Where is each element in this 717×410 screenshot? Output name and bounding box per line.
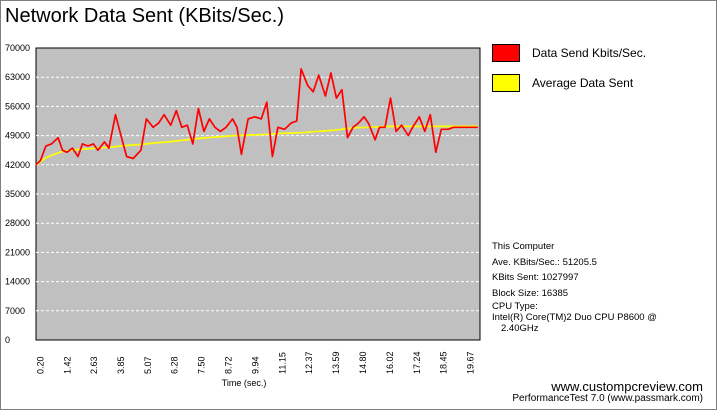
x-tick-label: 1.42 [62, 356, 72, 374]
x-tick-label: 14.80 [358, 351, 368, 374]
y-tick-label: 56000 [5, 101, 30, 111]
x-tick-label: 2.63 [89, 356, 99, 374]
y-tick-label: 42000 [5, 160, 30, 170]
legend-label-data-send: Data Send Kbits/Sec. [532, 46, 647, 60]
info-computer: This Computer [492, 241, 555, 252]
x-tick-label: 19.67 [466, 351, 476, 374]
x-tick-label: 6.28 [170, 356, 180, 374]
legend-swatch-yellow [492, 74, 520, 92]
info-cpu-name: Intel(R) Core(TM)2 Duo CPU P8600 @ [492, 312, 657, 323]
legend-label-average: Average Data Sent [532, 76, 634, 90]
x-tick-label: 0.20 [35, 356, 45, 374]
watermark: www.custompcreview.com [551, 379, 703, 394]
y-tick-label: 63000 [5, 72, 30, 82]
info-bits-sent: KBits Sent: 1027997 [492, 272, 579, 283]
chart-title: Network Data Sent (KBits/Sec.) [5, 5, 284, 27]
y-tick-label: 70000 [5, 43, 30, 53]
x-tick-label: 7.50 [197, 356, 207, 374]
y-tick-label: 35000 [5, 189, 30, 199]
series-line-data-send [35, 68, 478, 166]
y-tick-label: 21000 [5, 247, 30, 257]
x-tick-label: 11.15 [277, 352, 287, 374]
y-tick-label: 0 [5, 335, 10, 345]
x-tick-label: 17.24 [412, 351, 422, 374]
y-tick-label: 14000 [5, 277, 30, 287]
info-average: Ave. KBits/Sec.: 51205.5 [492, 256, 597, 268]
info-block-size: Block Size: 16385 [492, 287, 569, 299]
x-tick-label: 13.59 [331, 351, 341, 374]
credit-line: PerformanceTest 7.0 (www.passmark.com) [512, 393, 703, 404]
x-tick-label: 16.02 [385, 351, 395, 374]
x-tick-label: 12.37 [304, 351, 314, 374]
x-tick-label: 5.07 [143, 356, 153, 374]
x-tick-label: 9.94 [251, 356, 261, 374]
x-tick-label: 3.85 [116, 356, 126, 374]
computer-info: This Computer Ave. KBits/Sec.: 51205.5 K… [492, 239, 657, 334]
info-cpu-type: CPU Type: [492, 301, 538, 312]
y-tick-label: 49000 [5, 131, 30, 141]
y-tick-label: 7000 [5, 306, 25, 316]
x-axis-label: Time (sec.) [222, 378, 267, 388]
y-tick-label: 28000 [5, 218, 30, 228]
x-tick-label: 18.45 [439, 351, 449, 374]
info-cpu-speed: 2.40GHz [501, 323, 539, 334]
legend-swatch-red [492, 44, 520, 62]
x-tick-label: 8.72 [224, 356, 234, 374]
